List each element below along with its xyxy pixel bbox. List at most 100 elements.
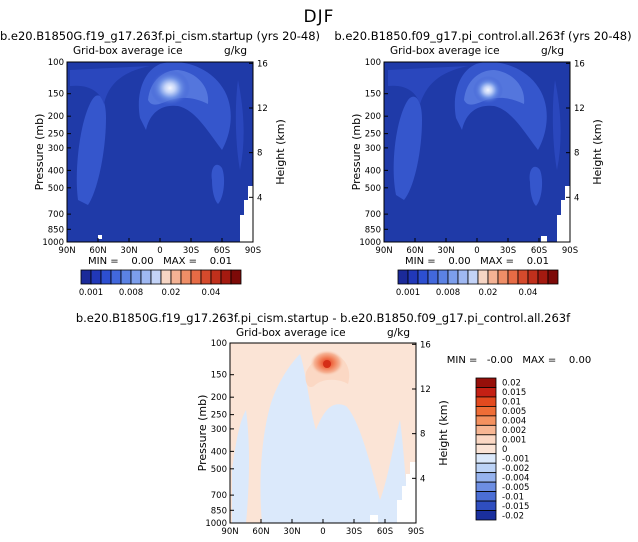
x-tick-label: 90S [408, 527, 424, 537]
y-tick-label: 150 [48, 90, 64, 100]
colorbar-swatch [475, 510, 497, 521]
panel-bottom-stats: MIN = -0.00 MAX = 0.00 [447, 355, 591, 366]
colorbar-label: 0.002 [502, 426, 526, 436]
terrain-mask-small [370, 515, 378, 523]
x-tick-label: 60N [252, 527, 269, 537]
panel-bottom-ylabel-right: Height (km) [437, 400, 450, 466]
x-tick-label: 0 [320, 527, 325, 537]
y-tick-label: 200 [211, 393, 227, 403]
colorbar-swatch [230, 269, 242, 285]
colorbar-label: -0.004 [502, 473, 529, 483]
colorbar-swatch [475, 415, 497, 426]
y-tick-label: 850 [365, 225, 381, 235]
right-tick-label: 16 [420, 340, 431, 350]
panel-bottom: b.e20.B1850G.f19_g17.263f.pi_cism.startu… [76, 311, 591, 537]
x-tick-label: 90S [562, 246, 578, 256]
colorbar-label: 0.04 [202, 288, 221, 298]
colorbar-label: 0.001 [502, 436, 526, 446]
colorbar-label: 0.015 [502, 388, 526, 398]
y-tick-label: 300 [365, 144, 381, 154]
panel-top-right: b.e20.B1850.f09_g17.pi_control.all.263f … [334, 29, 631, 267]
colorbar-swatch [200, 269, 212, 285]
x-tick-label: 90N [58, 246, 75, 256]
panel-top-right-stats: MIN = 0.00 MAX = 0.01 [405, 256, 549, 267]
colorbar-label: 0.01 [502, 398, 521, 408]
colorbar-label: -0.002 [502, 464, 529, 474]
y-tick-label: 500 [48, 184, 64, 194]
panel-top-left-ylabel-right: Height (km) [274, 119, 287, 185]
colorbar-top-left: 0.001 0.008 0.02 0.04 [79, 269, 242, 298]
colorbar-swatch [220, 269, 232, 285]
panel-bottom-ylabel: Pressure (mb) [196, 395, 209, 472]
colorbar-label: 0.02 [502, 379, 521, 389]
panel-bottom-units: g/kg [387, 327, 410, 339]
colorbar-label: -0.005 [502, 483, 529, 493]
x-tick-label: 90N [375, 246, 392, 256]
contour-upper-arc [388, 66, 468, 104]
x-tick-label: 90S [245, 246, 261, 256]
colorbar-swatch [477, 269, 489, 285]
x-tick-label: 30N [437, 246, 454, 256]
panel-top-right-ylabel-right: Height (km) [591, 119, 604, 185]
panel-top-left-stats: MIN = 0.00 MAX = 0.01 [88, 256, 232, 267]
colorbar-label: -0.015 [502, 502, 529, 512]
y-tick-label: 500 [211, 465, 227, 475]
y-tick-label: 150 [211, 371, 227, 381]
terrain-mask [557, 186, 570, 242]
panel-top-left-x-axis: 90N 60N 30N 0 30S 60S 90S [58, 238, 261, 256]
panel-bottom-right-axis: 16 12 8 4 [412, 340, 431, 484]
y-tick-label: 150 [365, 90, 381, 100]
colorbar-swatch [475, 472, 497, 483]
colorbar-swatch [475, 405, 497, 417]
right-tick-label: 12 [574, 104, 585, 114]
colorbar-swatch [80, 269, 92, 285]
panel-top-right-subtitle: Grid-box average ice [390, 45, 500, 57]
terrain-mask [397, 462, 416, 523]
panel-bottom-x-axis: 90N 60N 30N 0 30S 60S 90S [221, 519, 424, 537]
colorbar-label: -0.02 [502, 511, 524, 521]
colorbar-label: 0.008 [436, 288, 460, 298]
right-tick-label: 8 [420, 430, 425, 440]
panel-top-right-ylabel: Pressure (mb) [350, 114, 363, 191]
y-tick-label: 400 [365, 166, 381, 176]
colorbar-swatch [475, 462, 497, 474]
right-tick-label: 4 [257, 193, 262, 203]
contour-left-column [393, 96, 422, 200]
y-tick-label: 1000 [359, 238, 381, 248]
panel-top-left-title: b.e20.B1850G.f19_g17.263f.pi_cism.startu… [0, 29, 320, 43]
y-tick-label: 250 [48, 130, 64, 140]
x-tick-label: 60N [89, 246, 106, 256]
colorbar-swatch [457, 269, 469, 285]
y-tick-label: 1000 [42, 238, 64, 248]
y-tick-label: 850 [48, 225, 64, 235]
y-tick-label: 500 [365, 184, 381, 194]
contour-right-edge [552, 80, 561, 170]
y-tick-label: 850 [211, 506, 227, 516]
panel-top-right-y-axis: 100 150 200 250 300 400 500 700 850 1000 [359, 58, 388, 248]
panel-top-right-units: g/kg [541, 45, 564, 57]
x-tick-label: 30S [183, 246, 199, 256]
colorbar-swatch [475, 443, 497, 455]
colorbar-swatch [517, 269, 529, 285]
colorbar-swatch [475, 377, 497, 388]
colorbar-swatch [190, 269, 202, 285]
x-tick-label: 30N [120, 246, 137, 256]
colorbar-swatch [427, 269, 439, 285]
colorbar-label: 0.001 [79, 288, 103, 298]
colorbar-label: 0.008 [119, 288, 143, 298]
colorbar-swatch [475, 396, 497, 407]
y-tick-label: 200 [48, 112, 64, 122]
contour-right-blob [529, 166, 543, 206]
colorbar-swatch [467, 269, 479, 285]
colorbar-label: 0.02 [162, 288, 181, 298]
colorbar-swatch [417, 269, 429, 285]
contour-left-column [76, 95, 106, 205]
colorbar-swatch [475, 424, 497, 436]
y-tick-label: 250 [365, 130, 381, 140]
colorbar-label: -0.001 [502, 454, 529, 464]
y-tick-label: 400 [211, 447, 227, 457]
x-tick-label: 0 [474, 246, 479, 256]
colorbar-swatch [475, 434, 497, 445]
x-tick-label: 60N [406, 246, 423, 256]
colorbar-swatch [527, 269, 539, 285]
